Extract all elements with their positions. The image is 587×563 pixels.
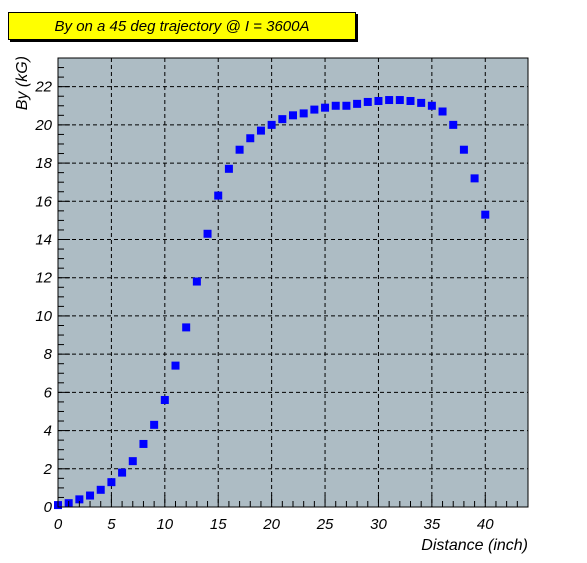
data-point bbox=[160, 396, 169, 405]
x-tick-label: 10 bbox=[156, 516, 173, 533]
y-axis-label: By (kG) bbox=[14, 56, 31, 110]
data-point bbox=[417, 98, 426, 107]
data-point bbox=[246, 134, 255, 143]
data-point bbox=[224, 164, 233, 173]
data-point bbox=[96, 485, 105, 494]
grid-lines bbox=[58, 58, 528, 507]
axes: 0 5 10 15 20 25 30 35 40 0 2 4 6 8 10 12 14 16 18 20 22 bbox=[34, 57, 529, 533]
data-point bbox=[353, 99, 362, 108]
data-point bbox=[182, 323, 191, 332]
data-point bbox=[192, 277, 201, 286]
data-point bbox=[406, 96, 415, 105]
data-point bbox=[256, 126, 265, 135]
x-tick-label: 15 bbox=[210, 516, 227, 533]
x-tick-label: 35 bbox=[424, 516, 441, 533]
x-tick-label: 30 bbox=[370, 516, 387, 533]
data-point bbox=[321, 103, 330, 112]
data-point bbox=[395, 96, 404, 105]
data-point bbox=[235, 145, 244, 154]
y-tick-label: 12 bbox=[35, 270, 52, 287]
data-point bbox=[75, 495, 84, 504]
data-point bbox=[438, 107, 447, 116]
y-tick-label: 10 bbox=[35, 308, 52, 325]
y-tick-label: 2 bbox=[43, 461, 53, 478]
data-point bbox=[427, 101, 436, 110]
data-point bbox=[385, 96, 394, 105]
data-point bbox=[86, 491, 95, 500]
data-point bbox=[470, 174, 479, 183]
data-point bbox=[449, 120, 458, 129]
data-point bbox=[310, 105, 319, 114]
y-tick-label: 6 bbox=[44, 384, 53, 401]
data-point bbox=[128, 457, 137, 466]
y-tick-label: 8 bbox=[44, 346, 53, 363]
data-point bbox=[289, 111, 297, 120]
data-point bbox=[150, 420, 159, 429]
data-point bbox=[331, 101, 340, 110]
data-point bbox=[267, 120, 276, 129]
x-tick-label: 0 bbox=[54, 516, 63, 533]
data-point bbox=[481, 210, 490, 219]
data-point bbox=[171, 361, 180, 370]
data-point bbox=[118, 468, 127, 477]
x-axis-label: Distance (inch) bbox=[421, 537, 528, 554]
data-point bbox=[299, 109, 308, 118]
x-tick-label: 40 bbox=[477, 516, 494, 533]
y-tick-label: 20 bbox=[34, 117, 52, 134]
plot-area bbox=[58, 58, 528, 507]
data-point bbox=[203, 229, 212, 238]
y-tick-label: 14 bbox=[35, 232, 52, 249]
y-tick-label: 0 bbox=[44, 499, 53, 516]
data-point bbox=[459, 145, 468, 154]
y-tick-label: 16 bbox=[35, 193, 52, 210]
x-tick-label: 25 bbox=[316, 516, 334, 533]
data-point bbox=[342, 101, 351, 110]
x-tick-label: 5 bbox=[107, 516, 116, 533]
data-point bbox=[374, 96, 383, 105]
data-point bbox=[363, 97, 372, 106]
data-point bbox=[278, 115, 287, 124]
chart-title: By on a 45 deg trajectory @ I = 3600A bbox=[8, 12, 356, 40]
y-tick-label: 18 bbox=[35, 155, 52, 172]
x-tick-label: 20 bbox=[262, 516, 280, 533]
data-point bbox=[214, 191, 223, 200]
y-tick-label: 4 bbox=[44, 423, 52, 440]
y-tick-label: 22 bbox=[34, 79, 52, 96]
data-point bbox=[107, 478, 116, 487]
data-point bbox=[139, 439, 148, 448]
